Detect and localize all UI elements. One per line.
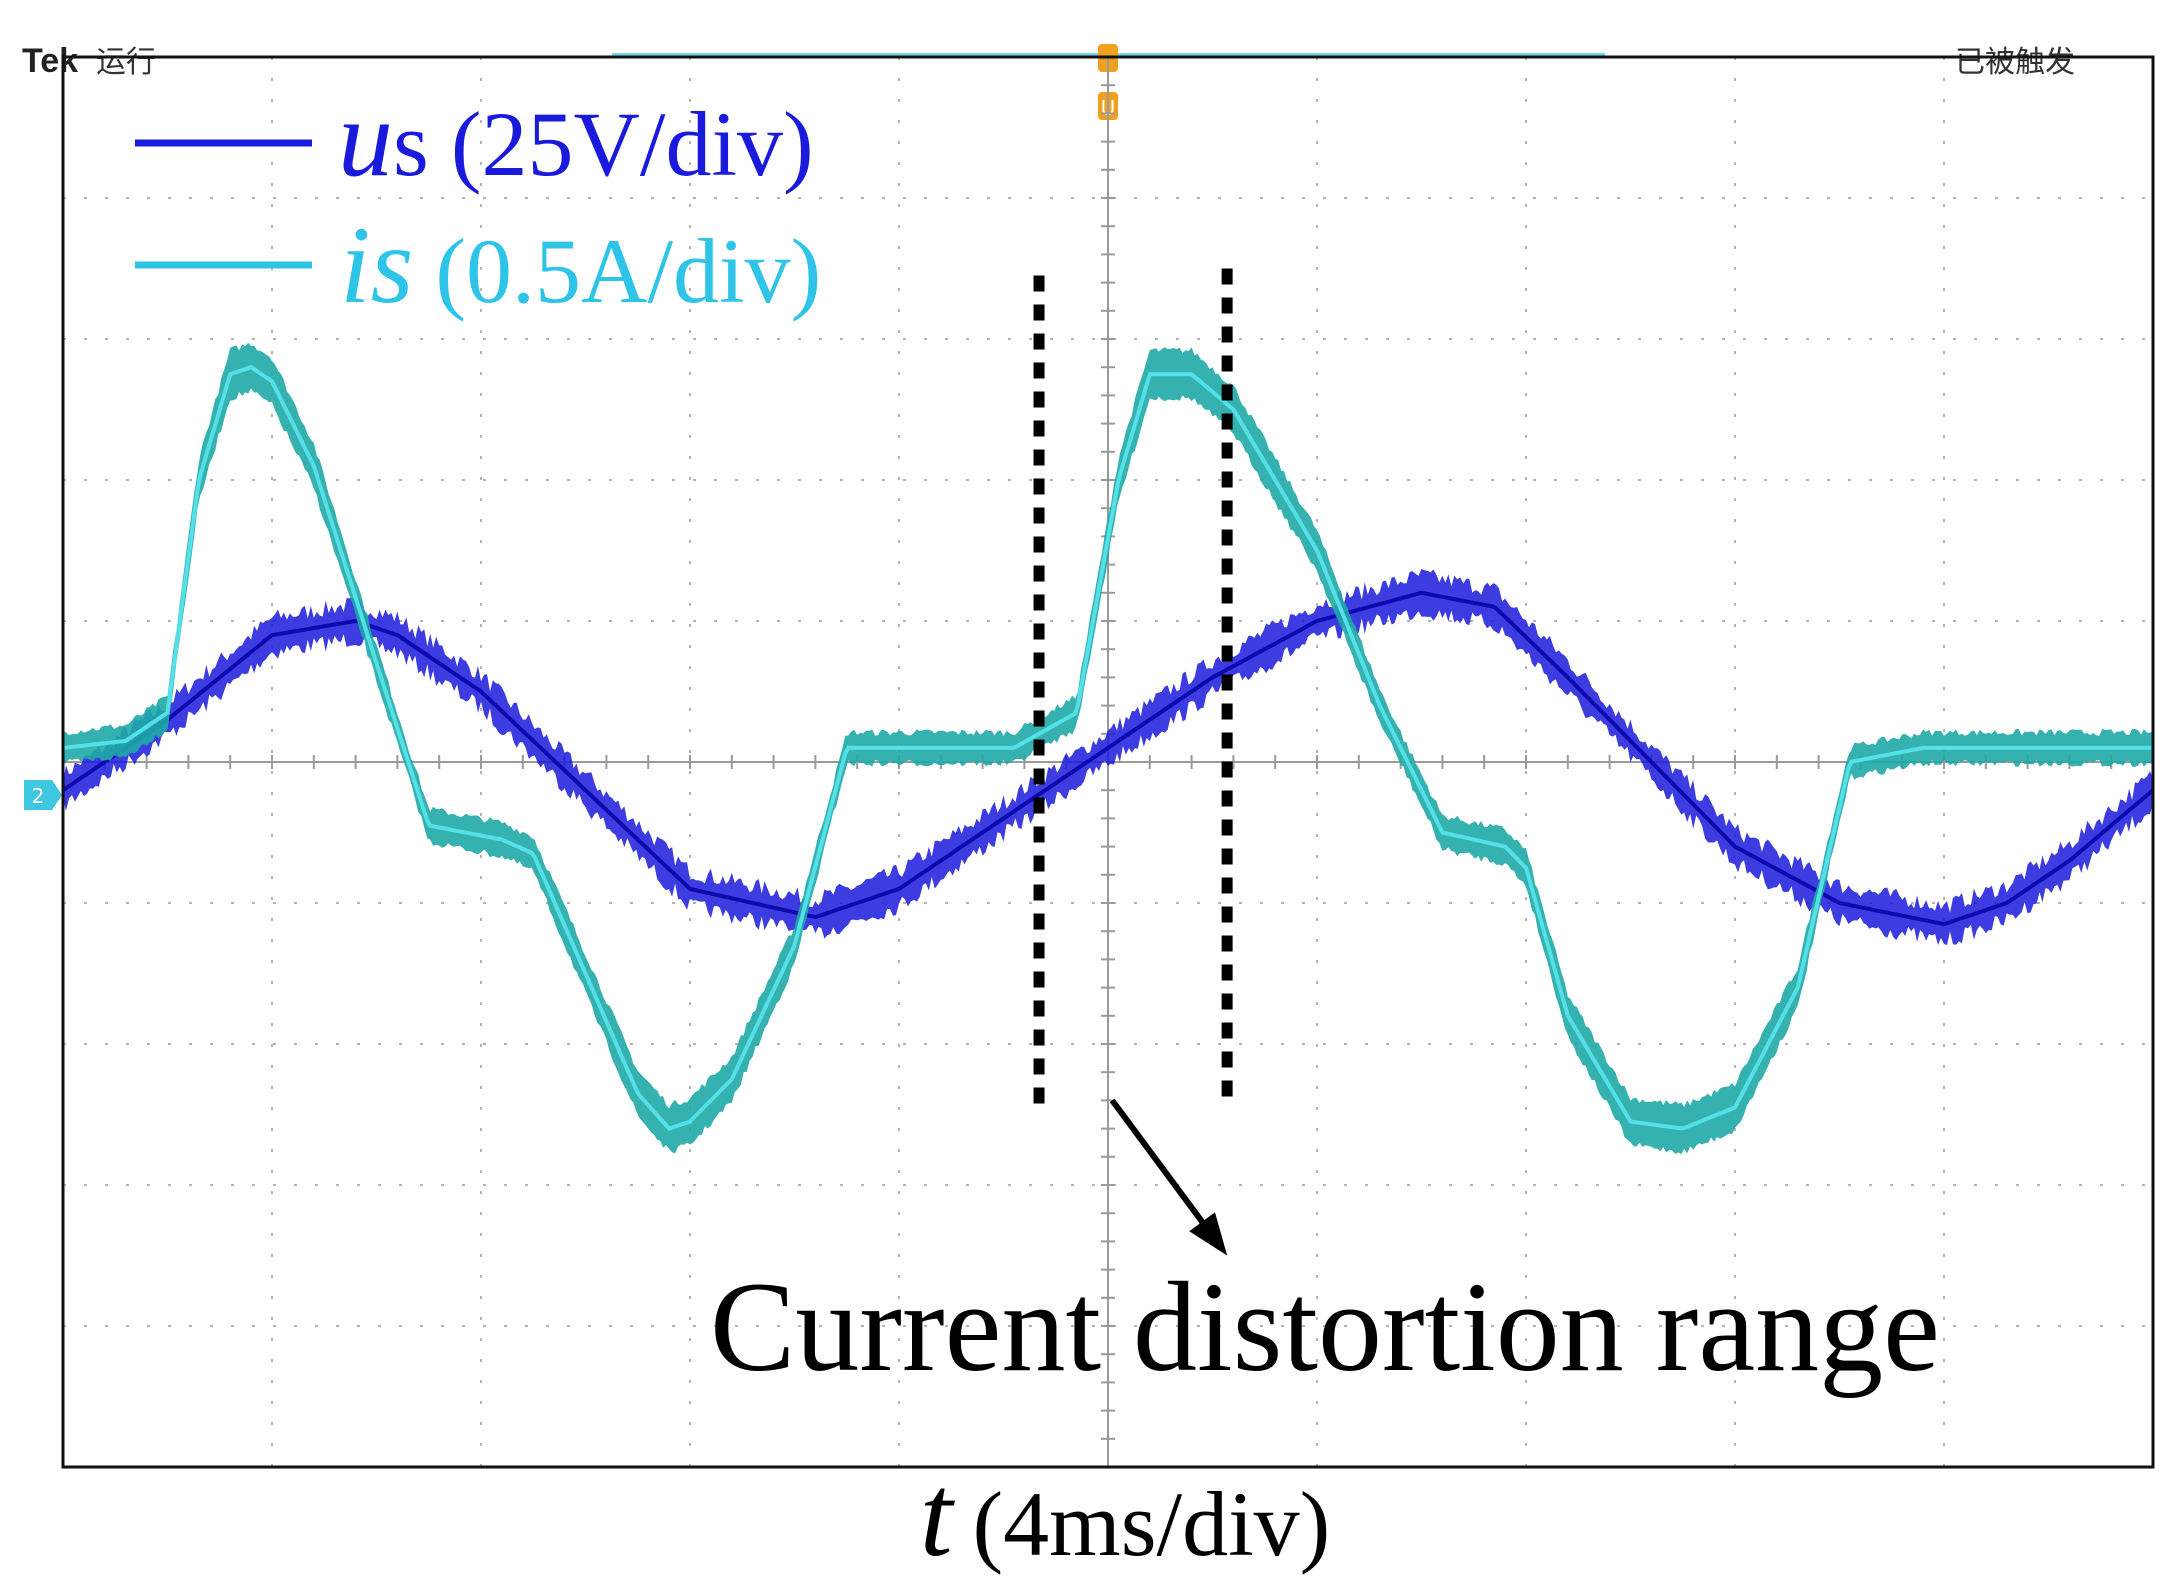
- series-us-band: [63, 568, 2153, 946]
- distortion-annotation: Current distortion range: [710, 1256, 1940, 1398]
- series-is-line: [62, 364, 2153, 1131]
- scope-trigger-status: 已被触发: [1955, 45, 2075, 80]
- legend-is-label: is (0.5A/div): [340, 204, 821, 326]
- series-us-line: [61, 590, 2155, 927]
- x-axis-label: t (4ms/div): [920, 1450, 1331, 1581]
- scope-brand: Tek: [22, 42, 78, 80]
- distortion-arrowhead: [1189, 1212, 1228, 1256]
- channel-2-ground-marker-icon: [24, 780, 62, 810]
- legend: us (25V/div) is (0.5A/div): [135, 77, 821, 326]
- plot-frame: [61, 55, 2155, 1469]
- waveform-traces: [61, 342, 2155, 1155]
- channel-2-marker-label: 2: [32, 784, 45, 808]
- scope-run-status: 运行: [96, 45, 156, 80]
- legend-us-label: us (25V/div): [338, 77, 814, 199]
- distortion-arrow: [1109, 1098, 1210, 1230]
